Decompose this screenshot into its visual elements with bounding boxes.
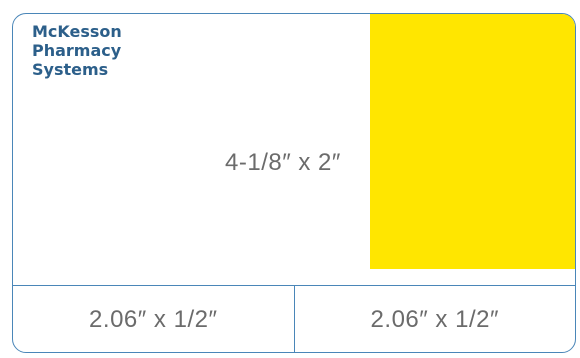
bottom-label-row: 2.06″ x 1/2″ 2.06″ x 1/2″ <box>13 286 576 352</box>
logo-line-1: McKesson <box>32 22 122 41</box>
main-label-dimension: 4-1/8″ x 2″ <box>225 149 341 176</box>
bottom-left-dimension: 2.06″ x 1/2″ <box>89 306 218 333</box>
bottom-right-label: 2.06″ x 1/2″ <box>295 286 576 352</box>
logo-line-2: Pharmacy <box>32 41 122 60</box>
bottom-right-dimension: 2.06″ x 1/2″ <box>370 306 499 333</box>
label-sheet: McKesson Pharmacy Systems 4-1/8″ x 2″ 2.… <box>12 13 576 353</box>
main-label: McKesson Pharmacy Systems 4-1/8″ x 2″ <box>13 14 575 286</box>
bottom-left-label: 2.06″ x 1/2″ <box>13 286 295 352</box>
logo-line-3: Systems <box>32 60 109 79</box>
yellow-color-block <box>370 14 575 269</box>
company-logo: McKesson Pharmacy Systems <box>32 22 122 79</box>
